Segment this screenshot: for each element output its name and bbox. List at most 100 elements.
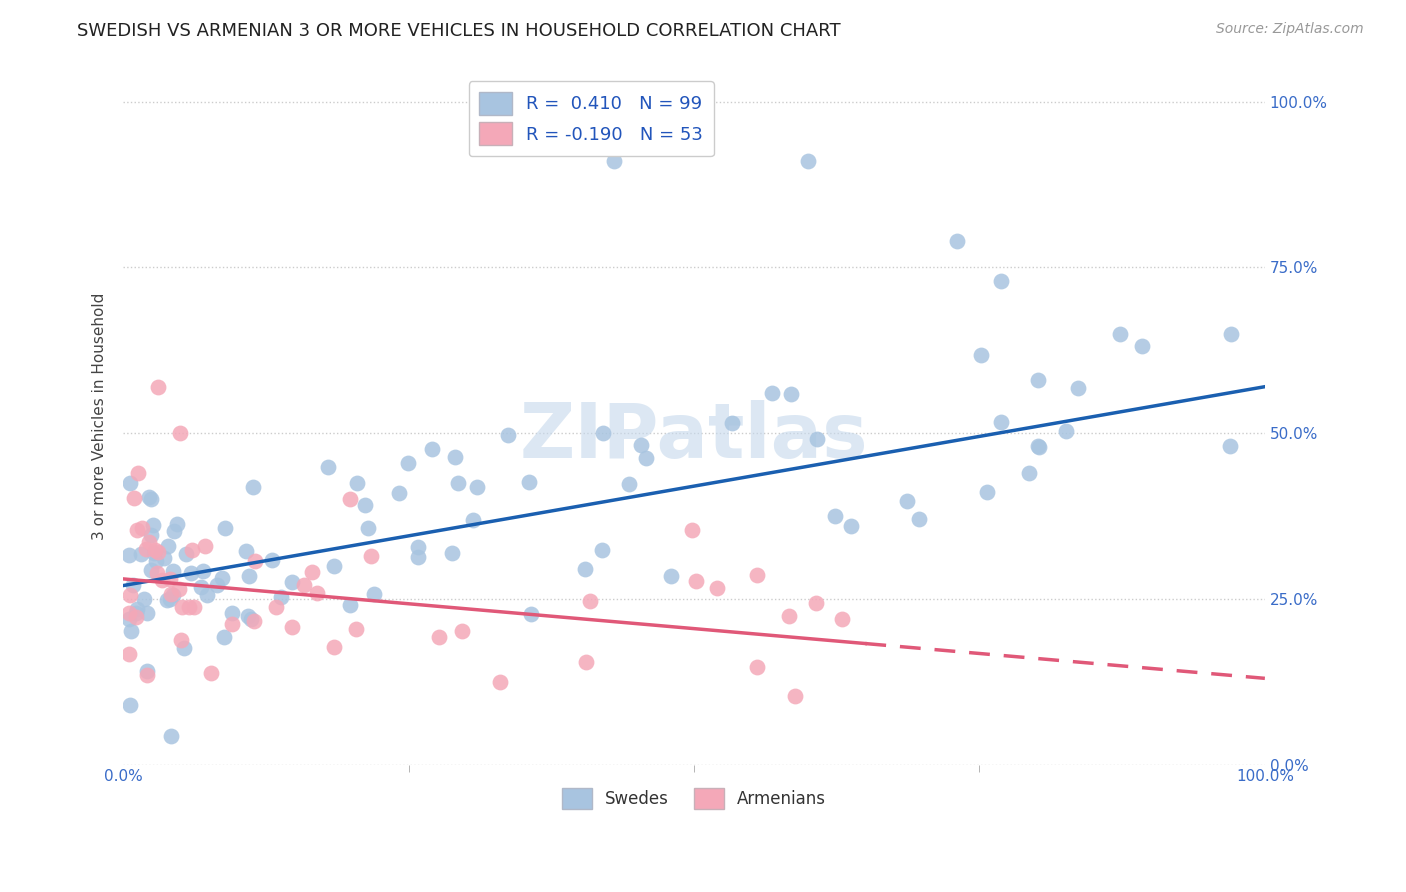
Point [745, 660, 768, 674]
Point [162, 588, 184, 602]
Point [132, 592, 155, 607]
Point [360, 549, 382, 564]
Point [118, 607, 141, 621]
Point [211, 571, 233, 585]
Point [169, 426, 191, 441]
Point [142, 518, 165, 533]
Point [200, 666, 222, 681]
Point [636, 450, 658, 465]
Point [131, 521, 153, 535]
Point [574, 562, 596, 576]
Point [797, 154, 820, 169]
Point [617, 477, 640, 491]
Point [183, 599, 205, 614]
Point [264, 599, 287, 614]
Point [159, 729, 181, 743]
Point [1026, 373, 1049, 387]
Point [235, 544, 257, 558]
Point [970, 348, 993, 362]
Point [159, 572, 181, 586]
Point [1028, 438, 1050, 452]
Point [1130, 338, 1153, 352]
Point [579, 594, 602, 608]
Point [135, 664, 157, 678]
Point [145, 566, 167, 581]
Point [118, 475, 141, 490]
Point [138, 491, 160, 505]
Point [177, 599, 200, 614]
Point [157, 539, 180, 553]
Point [238, 569, 260, 583]
Point [406, 550, 429, 565]
Point [706, 581, 728, 595]
Text: SWEDISH VS ARMENIAN 3 OR MORE VEHICLES IN HOUSEHOLD CORRELATION CHART: SWEDISH VS ARMENIAN 3 OR MORE VEHICLES I… [77, 22, 841, 40]
Point [143, 543, 166, 558]
Point [804, 596, 827, 610]
Point [396, 456, 419, 470]
Point [1067, 381, 1090, 395]
Point [180, 566, 202, 581]
Point [441, 546, 464, 560]
Point [118, 647, 141, 661]
Point [160, 587, 183, 601]
Point [301, 565, 323, 579]
Point [153, 551, 176, 566]
Point [262, 553, 284, 567]
Point [139, 563, 162, 577]
Point [195, 588, 218, 602]
Point [496, 427, 519, 442]
Point [145, 554, 167, 568]
Point [174, 547, 197, 561]
Point [841, 519, 863, 533]
Point [129, 547, 152, 561]
Point [420, 442, 443, 456]
Point [125, 523, 148, 537]
Point [135, 542, 157, 557]
Point [281, 574, 304, 589]
Point [214, 521, 236, 535]
Point [778, 609, 800, 624]
Y-axis label: 3 or more Vehicles in Household: 3 or more Vehicles in Household [93, 293, 107, 541]
Point [125, 606, 148, 620]
Point [163, 524, 186, 538]
Point [146, 380, 169, 394]
Point [125, 609, 148, 624]
Point [242, 614, 264, 628]
Point [172, 599, 194, 614]
Point [236, 609, 259, 624]
Point [346, 475, 368, 490]
Point [519, 607, 541, 622]
Point [292, 577, 315, 591]
Point [316, 460, 339, 475]
Point [990, 415, 1012, 429]
Point [357, 520, 380, 534]
Point [121, 624, 143, 639]
Point [141, 527, 163, 541]
Point [1028, 440, 1050, 454]
Point [1109, 327, 1132, 342]
Text: ZIPatlas: ZIPatlas [520, 401, 869, 475]
Point [339, 492, 361, 507]
Point [305, 586, 328, 600]
Point [118, 612, 141, 626]
Point [240, 612, 263, 626]
Point [591, 543, 613, 558]
Point [166, 516, 188, 531]
Point [136, 668, 159, 682]
Point [659, 569, 682, 583]
Point [191, 565, 214, 579]
Point [575, 655, 598, 669]
Point [127, 602, 149, 616]
Point [150, 573, 173, 587]
Point [1054, 424, 1077, 438]
Point [138, 534, 160, 549]
Point [118, 548, 141, 562]
Point [212, 630, 235, 644]
Point [122, 491, 145, 505]
Point [242, 480, 264, 494]
Point [945, 234, 967, 248]
Point [142, 546, 165, 560]
Point [162, 564, 184, 578]
Point [243, 554, 266, 568]
Point [388, 486, 411, 500]
